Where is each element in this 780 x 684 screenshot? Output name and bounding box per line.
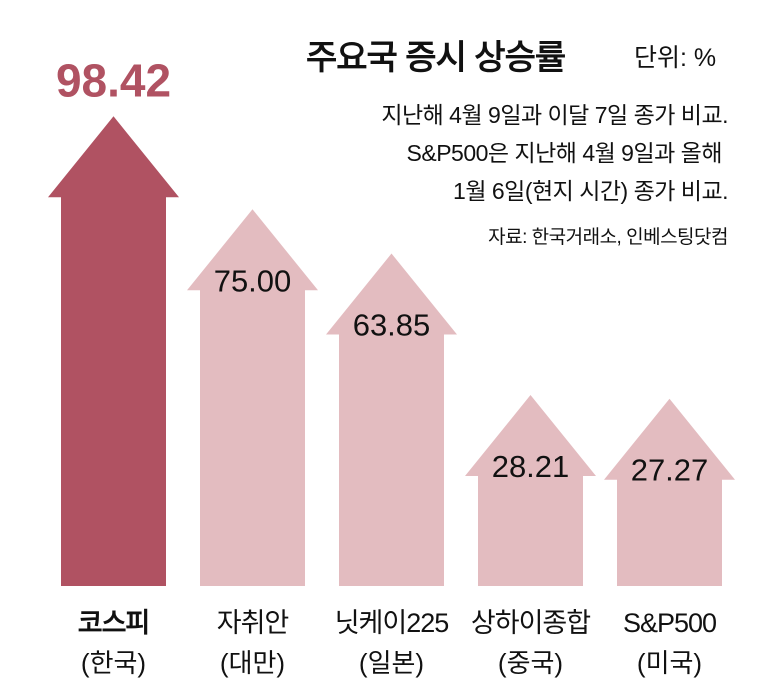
arrow-bar-0	[48, 116, 179, 587]
category-label: 자취안	[217, 608, 289, 638]
note-line-1: 지난해 4월 9일과 이달 7일 종가 비교.	[381, 102, 728, 128]
value-label: 75.00	[214, 263, 292, 298]
note-line-3: 1월 6일(현지 시간) 종가 비교.	[453, 178, 728, 204]
category-label: 코스피	[78, 608, 150, 638]
source-label: 자료: 한국거래소, 인베스팅닷컴	[488, 227, 728, 248]
country-label: (한국)	[81, 648, 146, 678]
category-label: 닛케이225	[335, 608, 449, 638]
category-label: 상하이종합	[471, 608, 590, 638]
unit-label: 단위: %	[634, 44, 717, 72]
country-label: (중국)	[498, 648, 563, 678]
country-label: (미국)	[637, 648, 702, 678]
note-line-2: S&P500은 지난해 4월 9일과 올해	[406, 140, 723, 166]
arrow-bar-1	[187, 209, 318, 586]
value-label: 28.21	[492, 449, 570, 484]
arrow-bar-2	[326, 253, 457, 586]
category-label: S&P500	[623, 608, 716, 638]
arrow-bar-4	[604, 398, 735, 586]
country-label: (일본)	[359, 648, 424, 678]
value-label: 27.27	[631, 453, 709, 488]
chart-title: 주요국 증시 상승률	[306, 39, 566, 77]
value-label: 98.42	[56, 54, 171, 106]
value-label: 63.85	[353, 308, 431, 343]
country-label: (대만)	[220, 648, 285, 678]
arrow-bar-3	[465, 395, 596, 586]
